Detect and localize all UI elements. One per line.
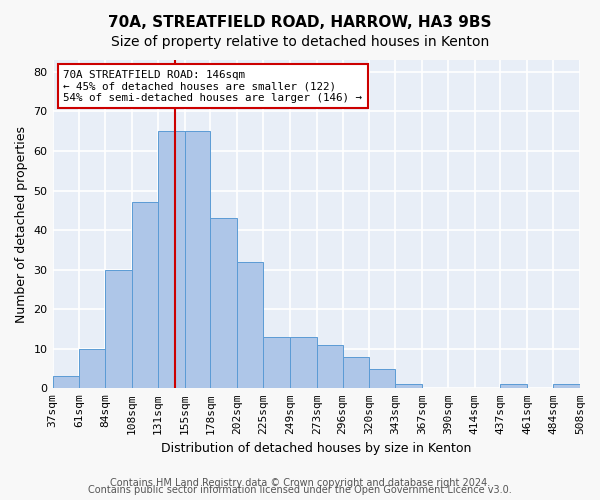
- Bar: [238, 262, 263, 388]
- Bar: [263, 337, 290, 388]
- Bar: [158, 131, 185, 388]
- Bar: [105, 270, 132, 388]
- Text: Contains public sector information licensed under the Open Government Licence v3: Contains public sector information licen…: [88, 485, 512, 495]
- Bar: [79, 349, 105, 389]
- Bar: [370, 368, 395, 388]
- Bar: [395, 384, 422, 388]
- Bar: [500, 384, 527, 388]
- X-axis label: Distribution of detached houses by size in Kenton: Distribution of detached houses by size …: [161, 442, 472, 455]
- Bar: [343, 356, 370, 388]
- Bar: [317, 345, 343, 389]
- Text: 70A STREATFIELD ROAD: 146sqm
← 45% of detached houses are smaller (122)
54% of s: 70A STREATFIELD ROAD: 146sqm ← 45% of de…: [63, 70, 362, 103]
- Bar: [211, 218, 238, 388]
- Bar: [290, 337, 317, 388]
- Y-axis label: Number of detached properties: Number of detached properties: [15, 126, 28, 322]
- Bar: [185, 131, 211, 388]
- Text: Size of property relative to detached houses in Kenton: Size of property relative to detached ho…: [111, 35, 489, 49]
- Bar: [53, 376, 79, 388]
- Text: Contains HM Land Registry data © Crown copyright and database right 2024.: Contains HM Land Registry data © Crown c…: [110, 478, 490, 488]
- Text: 70A, STREATFIELD ROAD, HARROW, HA3 9BS: 70A, STREATFIELD ROAD, HARROW, HA3 9BS: [108, 15, 492, 30]
- Bar: [132, 202, 158, 388]
- Bar: [553, 384, 580, 388]
